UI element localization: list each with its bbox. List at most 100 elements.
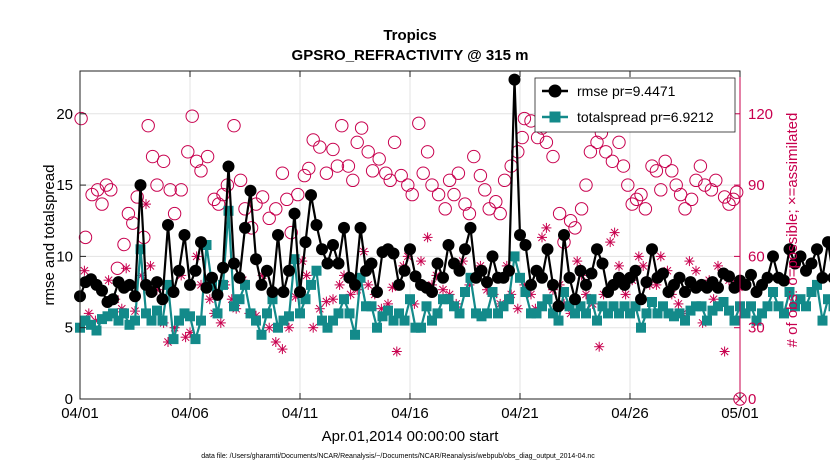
spread-marker bbox=[399, 315, 410, 326]
obs-assimilated-marker bbox=[605, 237, 616, 248]
spread-marker bbox=[427, 315, 437, 326]
obs-possible-marker bbox=[145, 149, 160, 164]
rmse-marker bbox=[646, 243, 658, 256]
spread-marker bbox=[729, 315, 740, 326]
spread-marker bbox=[762, 301, 773, 312]
rmse-marker bbox=[338, 221, 350, 234]
obs-possible-marker bbox=[634, 187, 648, 202]
rmse-marker bbox=[409, 270, 422, 283]
spread-marker bbox=[592, 315, 602, 326]
spread-marker bbox=[570, 308, 580, 319]
rmse-marker bbox=[134, 179, 147, 192]
asterisk-stroke bbox=[674, 299, 683, 308]
obs-assimilated-marker bbox=[391, 346, 402, 357]
rmse-marker bbox=[250, 253, 262, 266]
obs-possible-marker bbox=[451, 166, 466, 180]
spread-marker bbox=[421, 301, 432, 312]
spread-marker bbox=[718, 297, 729, 307]
footnote: data file: /Users/gharamti/Documents/NCA… bbox=[201, 453, 595, 460]
spread-marker bbox=[267, 294, 278, 305]
obs-assimilated-marker bbox=[145, 260, 156, 271]
legend-spread-marker bbox=[549, 111, 561, 123]
y-tick-label: 0 bbox=[65, 391, 73, 408]
spread-marker bbox=[174, 315, 184, 326]
obs-possible-marker bbox=[425, 178, 439, 192]
asterisk-stroke bbox=[122, 264, 131, 273]
asterisk-stroke bbox=[709, 295, 718, 304]
spread-marker bbox=[229, 301, 239, 312]
spread-marker bbox=[559, 287, 569, 297]
obs-possible-marker bbox=[693, 159, 708, 173]
obs-assimilated-marker bbox=[308, 322, 319, 333]
spread-marker bbox=[124, 319, 135, 330]
obs-possible-marker bbox=[612, 135, 626, 150]
spread-marker bbox=[658, 301, 668, 312]
spread-marker bbox=[784, 287, 795, 297]
spread-marker bbox=[372, 322, 382, 333]
y-right-tick-label: 60 bbox=[748, 248, 765, 265]
obs-assimilated-marker bbox=[684, 256, 695, 267]
rmse-marker bbox=[321, 257, 334, 270]
asterisk-stroke bbox=[714, 261, 722, 270]
obs-possible-marker bbox=[181, 145, 195, 159]
rmse-marker bbox=[266, 286, 279, 298]
obs-possible-marker bbox=[412, 116, 426, 130]
rmse-marker bbox=[453, 264, 466, 277]
rmse-marker bbox=[794, 250, 807, 263]
obs-assimilated-marker bbox=[79, 265, 90, 276]
obs-possible-marker bbox=[478, 183, 492, 197]
asterisk-stroke bbox=[692, 266, 700, 275]
spread-marker bbox=[383, 305, 393, 316]
rmse-marker bbox=[228, 257, 240, 270]
rmse-marker bbox=[261, 264, 273, 277]
spread-marker bbox=[537, 301, 547, 312]
rmse-marker bbox=[778, 274, 790, 287]
spread-marker bbox=[823, 294, 830, 305]
asterisk-stroke bbox=[392, 347, 401, 356]
y-axis-label-right: # of obs: o=possible; ×=assimilated bbox=[784, 113, 801, 348]
obs-possible-marker bbox=[335, 118, 349, 133]
rmse-marker bbox=[679, 286, 691, 298]
spread-marker bbox=[196, 315, 206, 326]
rmse-marker bbox=[129, 290, 141, 303]
obs-possible-marker bbox=[227, 118, 241, 133]
rmse-marker bbox=[244, 184, 257, 197]
spread-marker bbox=[487, 287, 498, 297]
asterisk-stroke bbox=[271, 338, 280, 346]
asterisk-stroke bbox=[610, 228, 619, 237]
obs-assimilated-marker bbox=[321, 296, 332, 307]
obs-possible-marker bbox=[442, 173, 457, 188]
asterisk-stroke bbox=[621, 290, 630, 299]
spread-marker bbox=[449, 301, 459, 312]
obs-assimilated-marker bbox=[334, 279, 345, 290]
obs-possible-marker bbox=[583, 145, 598, 159]
x-tick-label: 04/16 bbox=[391, 405, 429, 422]
obs-possible-marker bbox=[163, 183, 177, 197]
obs-possible-marker bbox=[605, 154, 620, 169]
rmse-marker bbox=[486, 250, 499, 263]
obs-assimilated-marker bbox=[620, 289, 631, 300]
obs-possible-marker bbox=[669, 178, 683, 192]
spread-marker bbox=[801, 301, 811, 312]
obs-possible-marker bbox=[150, 178, 164, 192]
spread-marker bbox=[278, 315, 289, 326]
obs-possible-marker bbox=[645, 159, 659, 173]
obs-assimilated-marker bbox=[609, 227, 620, 238]
obs-possible-marker bbox=[194, 164, 208, 178]
x-tick-label: 04/11 bbox=[282, 405, 318, 422]
rmse-marker bbox=[178, 229, 191, 241]
obs-possible-marker bbox=[722, 197, 736, 211]
obs-possible-marker bbox=[74, 111, 88, 126]
spread-marker bbox=[245, 308, 256, 319]
obs-possible-marker bbox=[658, 154, 672, 169]
x-tick-label: 04/26 bbox=[611, 405, 649, 422]
obs-assimilated-marker bbox=[537, 232, 547, 243]
spread-marker bbox=[641, 308, 652, 319]
asterisk-stroke bbox=[634, 252, 643, 261]
spread-marker bbox=[152, 305, 162, 316]
spread-marker bbox=[130, 315, 140, 326]
obs-possible-marker bbox=[255, 190, 270, 204]
obs-possible-marker bbox=[473, 168, 488, 183]
spread-marker bbox=[207, 279, 217, 290]
obs-possible-marker bbox=[590, 135, 604, 150]
